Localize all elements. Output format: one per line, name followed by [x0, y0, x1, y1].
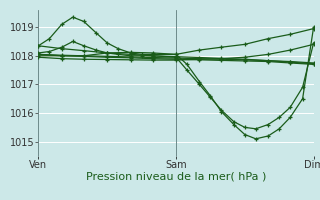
X-axis label: Pression niveau de la mer( hPa ): Pression niveau de la mer( hPa ): [86, 172, 266, 182]
